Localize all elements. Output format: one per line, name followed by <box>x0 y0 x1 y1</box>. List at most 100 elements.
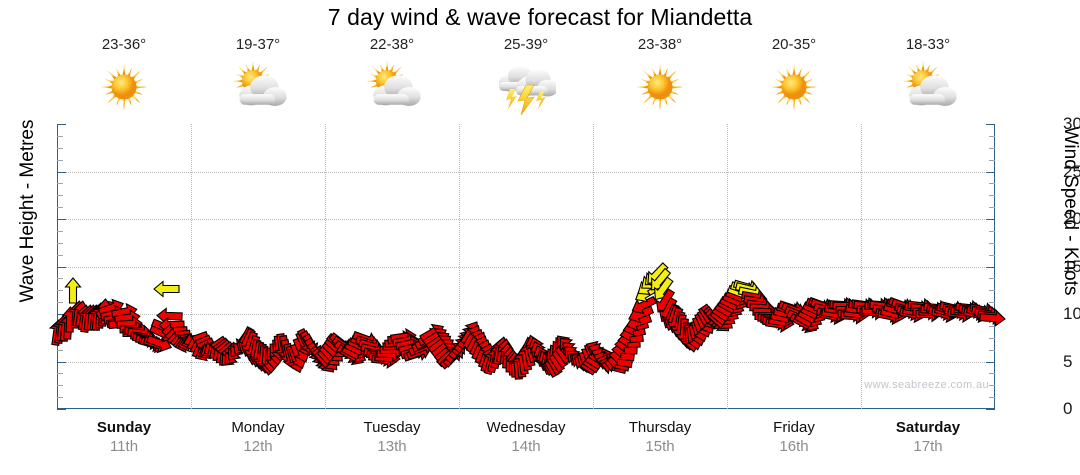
axis-tick <box>57 195 63 197</box>
day-header-sunday: 23-36° <box>57 36 191 115</box>
axis-tick <box>989 278 995 280</box>
axis-tick <box>989 183 995 185</box>
day-date: 17th <box>913 438 943 455</box>
axis-tick <box>986 409 995 410</box>
day-name: Saturday <box>895 419 961 436</box>
day-date: 13th <box>377 438 407 455</box>
day-header-tuesday: 22-38° <box>325 36 459 115</box>
day-date: 12th <box>243 438 273 455</box>
day-header-thursday: 23-38° <box>593 36 727 115</box>
axis-tick <box>57 242 63 244</box>
axis-tick <box>57 159 63 161</box>
gridline-horizontal <box>57 219 995 220</box>
day-name: Thursday <box>628 419 692 436</box>
day-footer-row: Sunday 11th Monday 12th Tuesday 13th Wednesday… <box>57 418 995 470</box>
sunny-icon <box>630 59 690 115</box>
day-label-monday: Monday 12th <box>191 418 325 457</box>
day-date: 16th <box>779 438 809 455</box>
day-header-saturday: 18-33° <box>861 36 995 115</box>
axis-tick-label: 5 <box>1063 351 1073 371</box>
axis-tick <box>57 254 63 256</box>
temperature-range: 19-37° <box>235 36 281 53</box>
wind-arrow <box>64 277 82 304</box>
thunderstorm-icon <box>496 59 559 116</box>
axis-tick <box>57 135 63 137</box>
day-name: Tuesday <box>363 419 421 436</box>
day-label-thursday: Thursday 15th <box>593 418 727 457</box>
axis-tick <box>989 385 995 387</box>
gridline-horizontal <box>57 266 995 268</box>
page-title: 7 day wind & wave forecast for Miandetta <box>327 4 753 30</box>
day-date: 15th <box>645 438 675 455</box>
temperature-range: 22-38° <box>369 36 415 53</box>
axis-tick <box>57 302 63 304</box>
temperature-range: 23-36° <box>101 36 147 53</box>
day-name: Friday <box>773 419 815 436</box>
axis-tick <box>57 397 63 399</box>
axis-tick <box>57 230 63 232</box>
day-header-friday: 20-35° <box>727 36 861 115</box>
day-date: 14th <box>511 438 541 455</box>
axis-tick <box>57 361 66 363</box>
day-name: Monday <box>231 419 285 436</box>
axis-tick <box>57 278 63 280</box>
day-label-sunday: Sunday 11th <box>57 418 191 457</box>
axis-tick <box>986 266 995 268</box>
axis-tick <box>986 124 995 125</box>
plot-area: www.seabreeze.com.au 0123456051015202530 <box>48 115 1080 417</box>
gridline-day-separator <box>727 124 728 409</box>
axis-tick <box>986 171 995 173</box>
wind-arrow <box>153 280 180 298</box>
axis-tick <box>986 361 995 363</box>
day-header-monday: 19-37° <box>191 36 325 115</box>
axis-tick <box>57 147 63 149</box>
axis-tick <box>989 135 995 137</box>
axis-tick <box>989 230 995 232</box>
axis-tick <box>57 409 66 410</box>
axis-tick-label: 15 <box>1063 256 1080 276</box>
day-label-saturday: Saturday 17th <box>861 418 995 457</box>
left-axis-title: Wave Height - Metres <box>17 119 38 303</box>
axis-tick <box>57 266 66 268</box>
axis-tick <box>986 219 995 220</box>
temperature-range: 20-35° <box>771 36 817 53</box>
axis-tick-label: 0 <box>1063 399 1073 418</box>
axis-tick <box>989 254 995 256</box>
axis-tick <box>989 159 995 161</box>
axis-tick <box>57 349 63 351</box>
partly-cloudy-icon <box>362 59 422 115</box>
axis-tick <box>989 302 995 304</box>
gridline-day-separator <box>191 124 192 409</box>
sunny-icon <box>764 59 824 115</box>
axis-tick <box>989 349 995 351</box>
day-date: 11th <box>109 438 139 455</box>
gridline-horizontal <box>57 314 995 315</box>
temperature-range: 18-33° <box>905 36 951 53</box>
axis-tick <box>57 207 63 209</box>
sunny-icon <box>94 59 154 115</box>
axis-tick <box>57 314 66 315</box>
gridline-day-separator <box>593 124 594 409</box>
axis-tick <box>989 337 995 339</box>
day-name: Wednesday <box>486 419 566 436</box>
axis-tick <box>989 290 995 292</box>
axis-tick <box>989 373 995 375</box>
wind-arrow <box>979 309 1007 327</box>
axis-tick <box>57 290 63 292</box>
gridline-day-separator <box>861 124 862 409</box>
axis-tick <box>989 397 995 399</box>
gridline-horizontal <box>57 171 995 173</box>
day-header-row: 23-36° 19-37° 22-38° 25-39° 23-38° 20-35° 18-3… <box>57 36 995 121</box>
axis-tick <box>989 207 995 209</box>
day-label-friday: Friday 16th <box>727 418 861 457</box>
axis-tick <box>57 171 66 173</box>
day-name: Sunday <box>96 419 152 436</box>
axis-tick <box>57 219 66 220</box>
axis-tick <box>989 195 995 197</box>
partly-cloudy-icon <box>898 59 958 115</box>
axis-tick <box>57 124 66 125</box>
day-label-tuesday: Tuesday 13th <box>325 418 459 457</box>
axis-tick-label: 20 <box>1063 209 1080 228</box>
day-label-wednesday: Wednesday 14th <box>459 418 593 457</box>
